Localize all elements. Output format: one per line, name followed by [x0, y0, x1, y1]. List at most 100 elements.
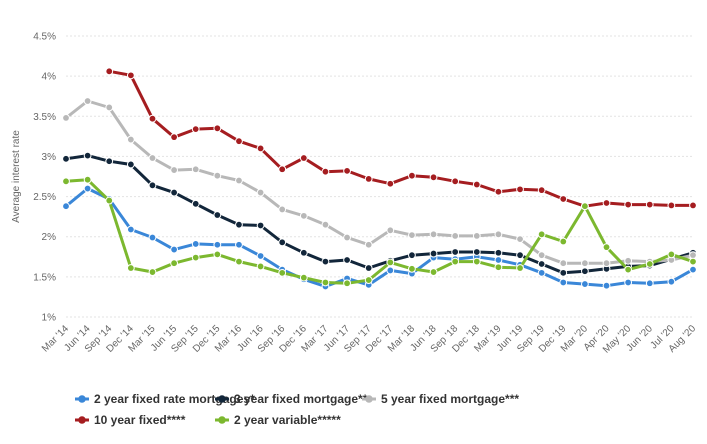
data-point[interactable] [299, 248, 308, 257]
data-point[interactable] [559, 268, 568, 277]
data-point[interactable] [170, 245, 179, 254]
data-point[interactable] [602, 259, 611, 268]
data-point[interactable] [516, 185, 524, 194]
data-point[interactable] [364, 276, 373, 284]
data-point[interactable] [408, 171, 416, 180]
data-point[interactable] [516, 235, 524, 244]
data-point[interactable] [213, 240, 222, 249]
data-point[interactable] [364, 264, 373, 272]
data-point[interactable] [364, 175, 373, 183]
data-point[interactable] [170, 166, 179, 174]
data-point[interactable] [667, 201, 676, 210]
data-point[interactable] [235, 176, 243, 185]
data-point[interactable] [191, 253, 200, 262]
data-point[interactable] [667, 277, 676, 286]
data-point[interactable] [126, 71, 135, 80]
data-point[interactable] [126, 135, 135, 144]
data-point[interactable] [386, 258, 395, 267]
data-point[interactable] [343, 279, 351, 288]
data-point[interactable] [451, 177, 460, 186]
data-point[interactable] [429, 249, 438, 258]
data-point[interactable] [580, 259, 589, 268]
data-point[interactable] [213, 124, 222, 133]
data-point[interactable] [278, 165, 287, 174]
data-point[interactable] [451, 248, 460, 256]
data-point[interactable] [256, 252, 265, 260]
data-point[interactable] [429, 173, 438, 182]
data-point[interactable] [580, 280, 589, 288]
legend-item[interactable]: 2 year variable***** [215, 413, 341, 427]
data-point[interactable] [516, 264, 524, 272]
data-point[interactable] [537, 230, 546, 239]
data-point[interactable] [602, 243, 611, 252]
data-point[interactable] [62, 154, 70, 163]
data-point[interactable] [256, 144, 265, 153]
data-point[interactable] [689, 201, 697, 210]
data-point[interactable] [667, 250, 676, 259]
data-point[interactable] [602, 281, 611, 290]
data-point[interactable] [559, 237, 568, 246]
data-point[interactable] [213, 211, 222, 219]
data-point[interactable] [148, 268, 157, 276]
data-point[interactable] [429, 268, 438, 276]
data-point[interactable] [299, 154, 308, 162]
data-point[interactable] [645, 260, 654, 268]
data-point[interactable] [105, 157, 114, 166]
data-point[interactable] [386, 226, 395, 235]
data-point[interactable] [645, 200, 654, 209]
data-point[interactable] [602, 199, 611, 207]
data-point[interactable] [62, 202, 70, 211]
legend-item[interactable]: 5 year fixed mortgage*** [362, 392, 519, 406]
data-point[interactable] [213, 250, 222, 259]
data-point[interactable] [235, 240, 243, 249]
legend-item[interactable]: 2 year fixed rate mortgages* [75, 392, 255, 406]
data-point[interactable] [386, 179, 395, 188]
data-point[interactable] [126, 225, 135, 234]
data-point[interactable] [472, 248, 481, 256]
data-point[interactable] [429, 230, 438, 239]
data-point[interactable] [494, 256, 503, 264]
data-point[interactable] [256, 188, 265, 197]
data-point[interactable] [105, 196, 114, 205]
data-point[interactable] [624, 200, 633, 209]
legend-item[interactable]: 3 year fixed mortgage** [215, 392, 368, 406]
data-point[interactable] [408, 231, 416, 240]
data-point[interactable] [235, 257, 243, 266]
data-point[interactable] [321, 257, 330, 266]
data-point[interactable] [408, 264, 416, 273]
data-point[interactable] [645, 279, 654, 288]
data-point[interactable] [472, 257, 481, 266]
data-point[interactable] [191, 125, 200, 134]
data-point[interactable] [580, 267, 589, 276]
data-point[interactable] [343, 233, 351, 242]
data-point[interactable] [213, 171, 222, 180]
legend-item[interactable]: 10 year fixed**** [75, 413, 186, 427]
data-point[interactable] [580, 202, 589, 211]
data-point[interactable] [170, 188, 179, 197]
data-point[interactable] [537, 186, 546, 195]
data-point[interactable] [148, 154, 157, 162]
data-point[interactable] [472, 180, 481, 189]
data-point[interactable] [624, 265, 633, 274]
data-point[interactable] [516, 251, 524, 260]
data-point[interactable] [559, 278, 568, 287]
data-point[interactable] [148, 181, 157, 190]
data-point[interactable] [321, 167, 330, 176]
data-point[interactable] [235, 220, 243, 229]
data-point[interactable] [278, 205, 287, 214]
data-point[interactable] [148, 114, 157, 123]
data-point[interactable] [235, 137, 243, 146]
data-point[interactable] [494, 230, 503, 239]
data-point[interactable] [472, 232, 481, 240]
data-point[interactable] [364, 240, 373, 249]
data-point[interactable] [343, 166, 351, 175]
data-point[interactable] [83, 97, 92, 105]
data-point[interactable] [256, 262, 265, 271]
data-point[interactable] [494, 263, 503, 272]
data-point[interactable] [191, 199, 200, 208]
data-point[interactable] [343, 256, 351, 264]
data-point[interactable] [408, 251, 416, 260]
data-point[interactable] [386, 266, 395, 275]
data-point[interactable] [170, 259, 179, 268]
data-point[interactable] [299, 273, 308, 282]
